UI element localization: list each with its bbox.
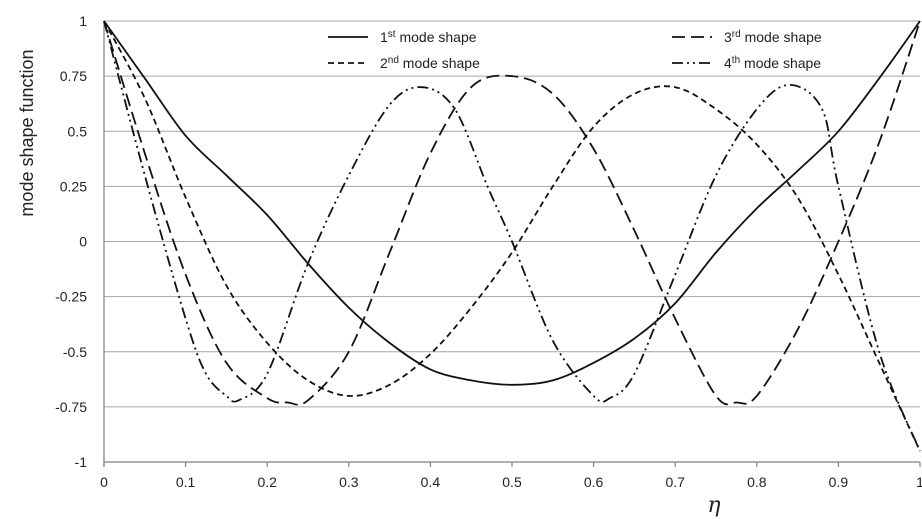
y-tick-label: 1 [79,13,87,29]
y-tick-label: -0.5 [63,344,87,360]
axes: 1 0.75 0.5 0.25 0 -0.25 -0.5 -0.75 -1 0 0.1 0.2 0.3 0… [55,13,922,490]
gridlines [104,20,920,408]
series-line-mode-3 [103,20,921,406]
x-tick-label: 0.4 [421,474,441,490]
x-tick-label: 0 [100,474,108,490]
x-tick-label: 0.5 [502,474,522,490]
y-axis-label: mode shape function [17,49,37,216]
x-tick-label: 0.7 [665,474,685,490]
series-line-mode-4 [103,20,921,452]
legend-item-mode-4: 4th mode shape [672,55,821,72]
legend-item-mode-3: 3rd mode shape [672,29,822,46]
x-tick-label: 1 [916,474,922,490]
legend-label: 4th mode shape [724,55,821,72]
legend-label: 2nd mode shape [380,55,480,72]
y-tick-label: 0.5 [68,123,88,139]
series-line-mode-1 [103,20,921,386]
y-tick-label: -0.25 [55,289,87,305]
series-lines [103,20,921,452]
x-tick-label: 0.6 [584,474,604,490]
x-tick-label: 0.1 [176,474,196,490]
x-tick-label: 0.2 [257,474,277,490]
y-tick-label: 0 [79,234,87,250]
x-tick-label: 0.3 [339,474,359,490]
y-tick-label: 0.75 [60,68,87,84]
x-tick-label: 0.8 [747,474,767,490]
legend-item-mode-2: 2nd mode shape [328,55,480,72]
legend-item-mode-1: 1st mode shape [328,29,477,46]
y-tick-label: -0.75 [55,399,87,415]
legend-label: 1st mode shape [380,29,477,46]
x-tick-label: 0.9 [829,474,849,490]
x-axis-label: η [707,493,720,518]
y-tick-label: -1 [75,454,88,470]
series-line-mode-2 [103,20,921,452]
y-tick-label: 0.25 [60,178,87,194]
legend: 1st mode shape 2nd mode shape 3rd mode sha… [328,29,822,72]
legend-label: 3rd mode shape [724,29,822,46]
